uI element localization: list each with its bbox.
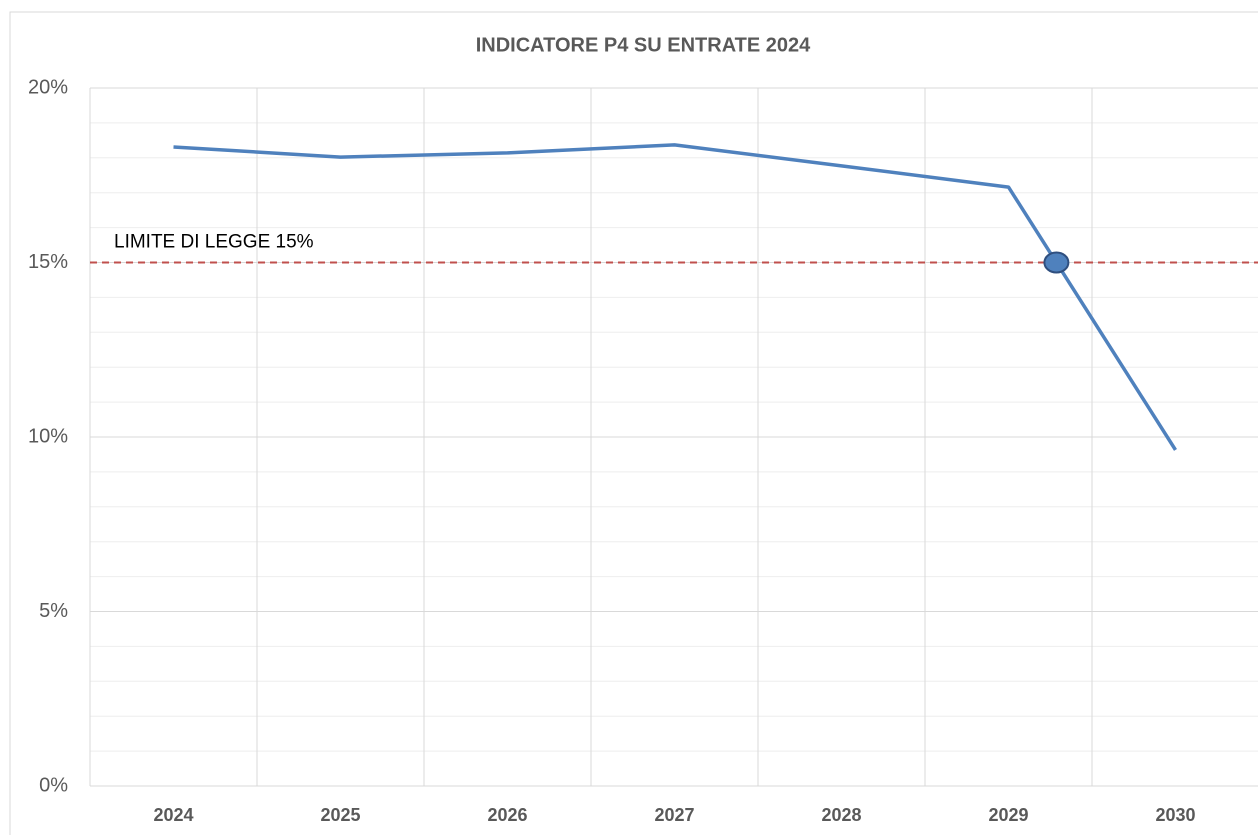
x-tick-label: 2024 xyxy=(153,805,193,825)
y-tick-label: 20% xyxy=(28,76,68,98)
chart-frame xyxy=(9,11,1258,835)
y-tick-label: 0% xyxy=(39,774,68,796)
crossing-marker xyxy=(1043,251,1070,274)
chart-title: INDICATORE P4 SU ENTRATE 2024 xyxy=(476,34,811,56)
x-tick-label: 2025 xyxy=(320,805,360,825)
series-line xyxy=(173,143,1177,451)
x-tick-label: 2028 xyxy=(821,805,861,825)
x-tick-label: 2029 xyxy=(988,805,1028,825)
y-tick-label: 10% xyxy=(28,425,68,447)
y-tick-label: 5% xyxy=(39,600,68,622)
reference-label: LIMITE DI LEGGE 15% xyxy=(114,232,314,253)
x-tick-label: 2030 xyxy=(1155,805,1195,825)
y-tick-label: 15% xyxy=(28,251,68,273)
x-tick-label: 2027 xyxy=(654,805,694,825)
x-tick-label: 2026 xyxy=(487,805,527,825)
